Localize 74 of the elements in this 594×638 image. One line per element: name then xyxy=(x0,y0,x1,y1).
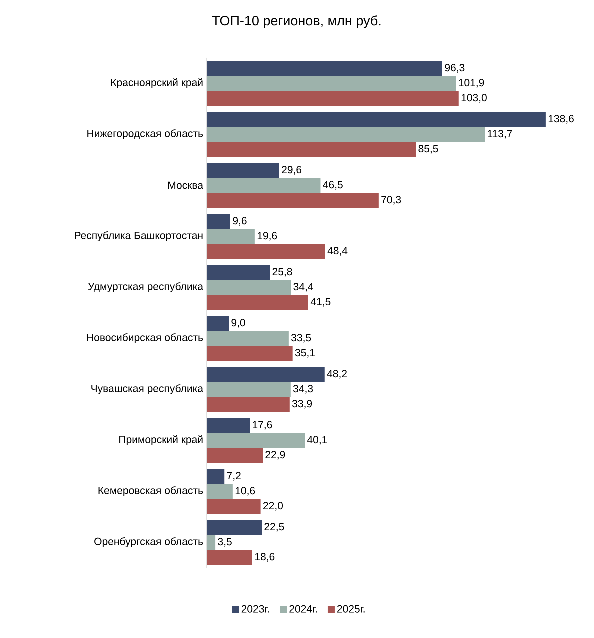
y-tick-label: Москва xyxy=(168,182,204,190)
y-tick-label: Удмуртская республика xyxy=(88,282,204,292)
bar xyxy=(207,214,230,229)
bar xyxy=(207,228,255,244)
data-label: 7,2 xyxy=(227,472,241,481)
bar xyxy=(207,112,546,127)
data-label: 3,5 xyxy=(218,538,232,547)
data-label: 22,9 xyxy=(266,451,286,460)
bar xyxy=(207,76,456,91)
y-tick-label: Новосибирская область xyxy=(87,334,204,344)
y-tick-label: Республика Башкортостан xyxy=(75,232,203,242)
bar xyxy=(207,178,321,193)
chart-title: ТОП-10 регионов, млн руб. xyxy=(212,16,381,28)
data-label: 9,6 xyxy=(233,217,247,226)
bar xyxy=(207,432,306,448)
bar xyxy=(207,418,250,433)
data-label: 40,1 xyxy=(307,436,328,445)
data-label: 85,5 xyxy=(418,145,438,154)
data-label: 33,9 xyxy=(292,400,312,409)
bar xyxy=(207,142,416,157)
data-label: 46,5 xyxy=(323,181,343,190)
bar xyxy=(207,484,233,499)
data-label: 138,6 xyxy=(548,115,574,124)
y-tick-label: Приморский край xyxy=(120,436,203,446)
y-tick-label: Оренбургская область xyxy=(94,538,204,548)
data-label: 29,6 xyxy=(282,166,302,175)
legend-label: 2023г. xyxy=(242,605,270,613)
bar xyxy=(207,90,459,106)
bar xyxy=(207,346,293,361)
bar xyxy=(207,520,262,535)
bar xyxy=(207,126,486,142)
legend-label: 2025г. xyxy=(337,605,365,613)
data-label: 17,6 xyxy=(253,421,272,430)
data-label: 33,5 xyxy=(292,334,312,343)
data-label: 22,5 xyxy=(264,523,284,532)
bar xyxy=(207,316,230,331)
data-label: 113,7 xyxy=(488,130,512,139)
data-label: 10,6 xyxy=(236,487,256,496)
data-label: 103,0 xyxy=(462,94,487,103)
bar xyxy=(207,382,291,397)
bar xyxy=(207,280,292,295)
data-label: 48,2 xyxy=(327,370,347,379)
data-label: 70,3 xyxy=(382,196,402,205)
data-label: 25,8 xyxy=(272,268,292,277)
bar xyxy=(207,498,261,514)
legend-label: 2024г. xyxy=(290,605,318,613)
y-tick-label: Чувашская республика xyxy=(92,384,204,394)
data-label: 48,4 xyxy=(328,247,348,256)
bar xyxy=(207,294,308,310)
y-tick-label: Красноярский край xyxy=(112,78,203,88)
data-label: 101,9 xyxy=(459,79,484,88)
data-label: 34,4 xyxy=(294,283,314,292)
bar xyxy=(207,396,290,412)
bar xyxy=(207,60,442,76)
bar xyxy=(207,192,379,208)
bar xyxy=(207,468,225,484)
data-label: 19,6 xyxy=(258,232,278,241)
data-label: 22,0 xyxy=(264,502,284,511)
bar xyxy=(207,366,325,382)
bar xyxy=(207,448,264,463)
data-label: 41,5 xyxy=(310,298,331,307)
y-tick-label: Нижегородская область xyxy=(88,130,204,140)
data-label: 34,3 xyxy=(293,385,314,394)
bar xyxy=(207,162,280,178)
bar xyxy=(207,535,216,550)
data-label: 18,6 xyxy=(255,553,275,562)
bar xyxy=(207,244,326,259)
data-label: 9,0 xyxy=(232,319,246,328)
bar xyxy=(207,550,252,565)
data-label: 96,3 xyxy=(445,64,465,73)
bar xyxy=(207,264,270,280)
bar xyxy=(207,330,289,346)
y-tick-label: Кемеровская область xyxy=(98,486,204,496)
data-label: 35,1 xyxy=(295,349,315,358)
